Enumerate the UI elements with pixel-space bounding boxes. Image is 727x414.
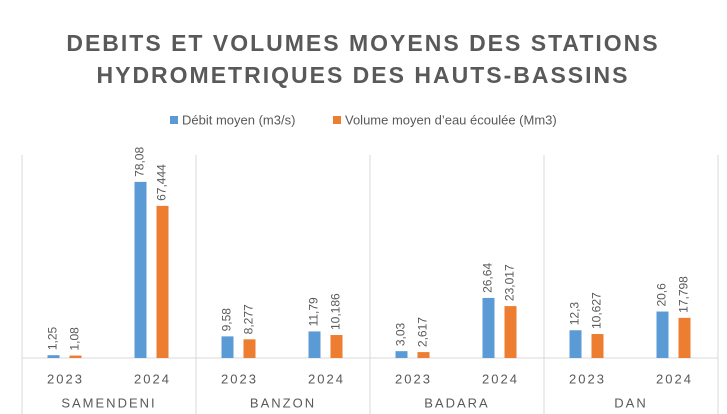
data-label: 8,277 (242, 304, 256, 334)
bar (482, 297, 495, 358)
data-label: 20,6 (655, 283, 669, 307)
bar (156, 205, 169, 358)
legend-label: Débit moyen (m3/s) (182, 112, 295, 127)
x-tick-label: 2024 (656, 371, 693, 386)
data-label: 23,017 (503, 264, 517, 301)
group-label: DAN (614, 395, 647, 410)
x-tick-label: 2023 (47, 371, 84, 386)
x-tick-label: 2024 (482, 371, 519, 386)
data-label: 78,08 (133, 147, 147, 177)
x-tick-label: 2023 (569, 371, 606, 386)
data-label: 10,186 (329, 293, 343, 330)
bar (47, 355, 60, 358)
chart-title: DEBITS ET VOLUMES MOYENS DES STATIONS (66, 30, 659, 56)
bar (417, 352, 430, 358)
x-tick-label: 2023 (395, 371, 432, 386)
data-label: 67,444 (155, 164, 169, 201)
data-label: 1,25 (46, 326, 60, 350)
group-label: SAMENDENI (61, 395, 156, 410)
legend-label: Volume moyen d’eau écoulée (Mm3) (345, 112, 557, 127)
data-label: 26,64 (481, 263, 495, 293)
bar (591, 334, 604, 358)
bar (308, 331, 321, 358)
chart-title: HYDROMETRIQUES DES HAUTS-BASSINS (97, 62, 630, 88)
bar (569, 330, 582, 358)
data-label: 9,58 (220, 308, 234, 332)
data-label: 2,617 (416, 317, 430, 347)
group-label: BADARA (424, 395, 489, 410)
data-label: 17,798 (677, 276, 691, 313)
data-label: 1,08 (68, 327, 82, 351)
data-label: 11,79 (307, 297, 321, 326)
bar (504, 306, 517, 358)
bar (656, 311, 669, 358)
data-label: 3,03 (394, 322, 408, 346)
bar (221, 336, 234, 358)
data-label: 10,627 (590, 292, 604, 329)
x-tick-label: 2024 (308, 371, 345, 386)
group-label: BANZON (250, 395, 316, 410)
bar (69, 355, 82, 358)
data-label: 12,3 (568, 302, 582, 326)
legend-swatch (333, 116, 341, 124)
x-tick-label: 2023 (221, 371, 258, 386)
bar (678, 317, 691, 358)
bar (134, 181, 147, 358)
x-tick-label: 2024 (134, 371, 171, 386)
bar (395, 351, 408, 358)
bar (243, 339, 256, 358)
bar (330, 335, 343, 358)
legend-swatch (170, 116, 178, 124)
